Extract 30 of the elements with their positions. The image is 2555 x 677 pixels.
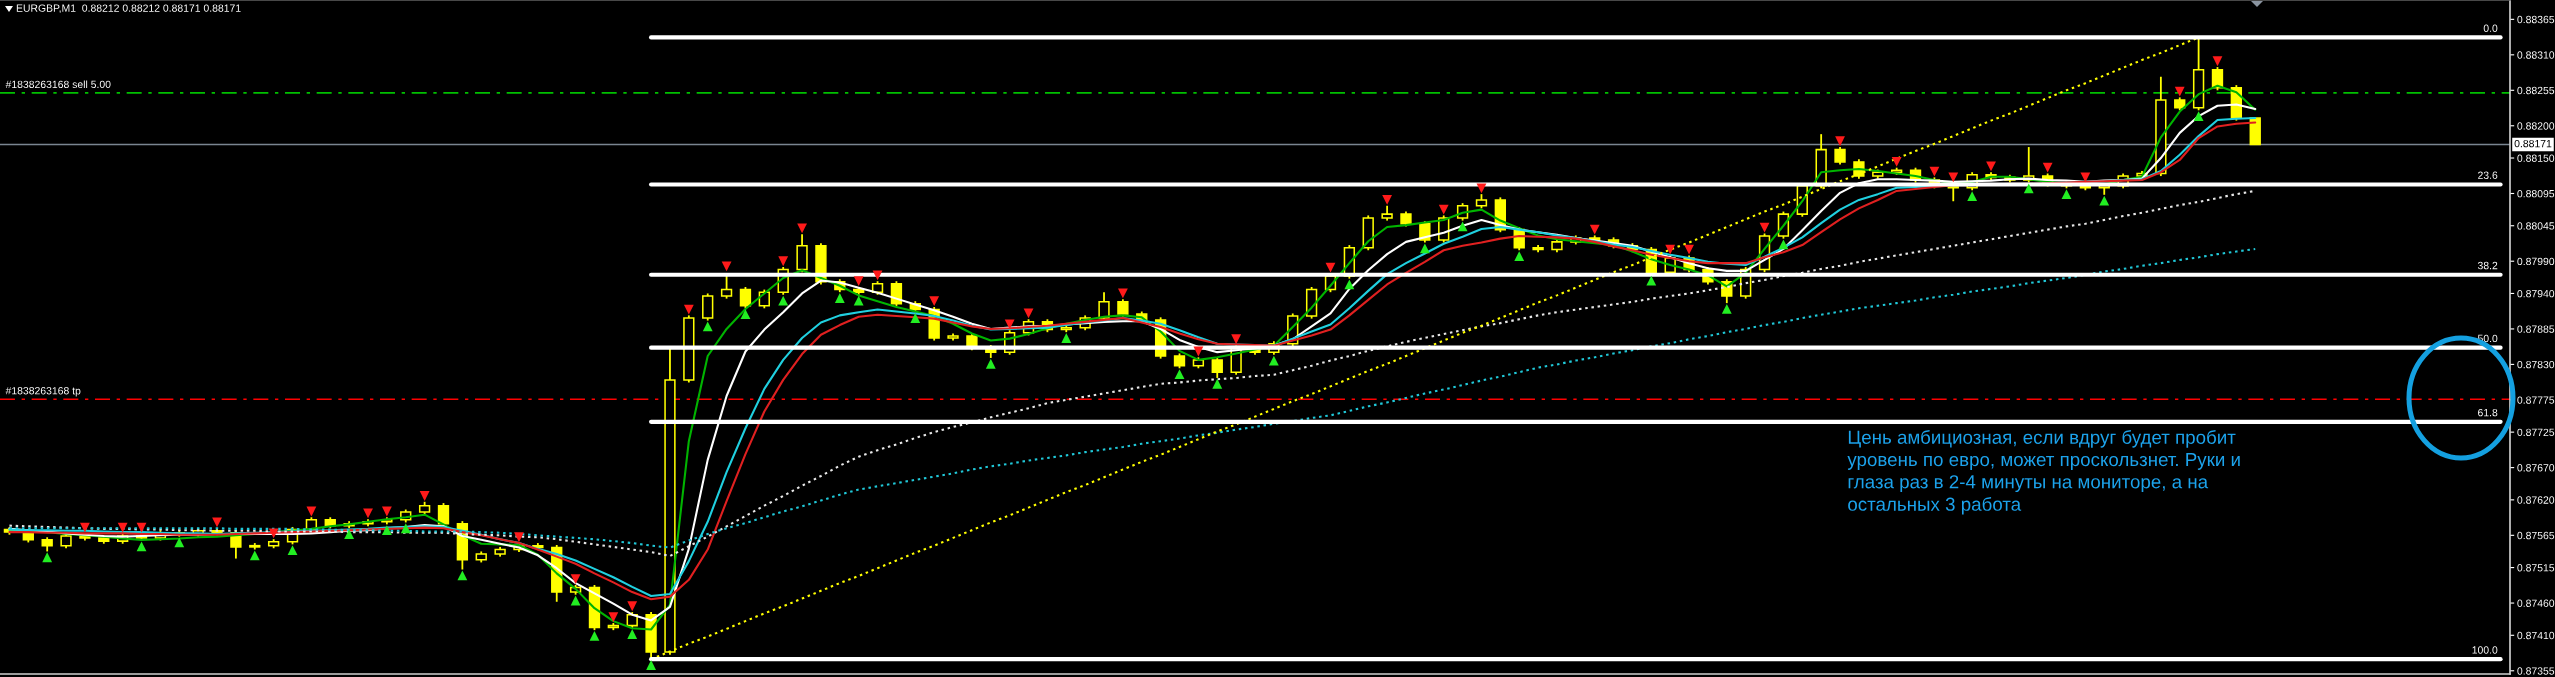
series-label: 0.0 bbox=[2483, 24, 2498, 32]
y-tick-label: 0.87565 bbox=[2517, 531, 2555, 540]
y-tick-label: 0.87830 bbox=[2517, 360, 2555, 369]
legend-label: 38.2 bbox=[2477, 261, 2498, 270]
y-tick-label: 0.88365 bbox=[2517, 15, 2555, 24]
y-tick-label: 0.88255 bbox=[2517, 86, 2555, 95]
series-label: 61.8 bbox=[2478, 408, 2498, 417]
y-tick-label: 0.87940 bbox=[2517, 289, 2555, 298]
annotation: Цень амбициозная, если вдруг будет пробит уровень по евро, может проскользнет. Руки и глаза раз в 2-4 минуты на мониторе, а на остальных 3 работа bbox=[1847, 430, 2240, 515]
y-tick-label: 0.87725 bbox=[2517, 428, 2555, 437]
y-tick-label: 0.88045 bbox=[2517, 222, 2555, 230]
ref-line-label: #1838263168 tp bbox=[5, 387, 81, 397]
series-label: 100.0 bbox=[2472, 646, 2498, 654]
ref-line-label: #1838263168 sell 5.00 bbox=[5, 80, 111, 89]
y-tick-label: 0.88095 bbox=[2517, 189, 2555, 198]
y-tick-label: 0.87670 bbox=[2517, 464, 2555, 472]
y-tick-label: 0.87990 bbox=[2517, 257, 2555, 266]
chart-title: EURGBP,M1 0.88212 0.88212 0.88171 0.88171 bbox=[16, 4, 241, 14]
y-tick-label: 0.87775 bbox=[2517, 396, 2555, 404]
y-tick-label: 0.87460 bbox=[2517, 599, 2555, 607]
y-tick-label: 0.87620 bbox=[2517, 496, 2555, 504]
y-tick-label: 0.87355 bbox=[2517, 667, 2555, 675]
y-tick-label: 0.88310 bbox=[2517, 51, 2555, 59]
y-tick-label: 0.87885 bbox=[2517, 325, 2555, 333]
ref-line-label: 0.88171 bbox=[2514, 139, 2552, 148]
y-tick-label: 0.87515 bbox=[2517, 564, 2555, 572]
series-label: 23.6 bbox=[2478, 171, 2498, 179]
y-tick-label: 0.87410 bbox=[2517, 631, 2555, 640]
y-tick-label: 0.88200 bbox=[2517, 122, 2555, 130]
y-tick-label: 0.88150 bbox=[2517, 154, 2555, 162]
